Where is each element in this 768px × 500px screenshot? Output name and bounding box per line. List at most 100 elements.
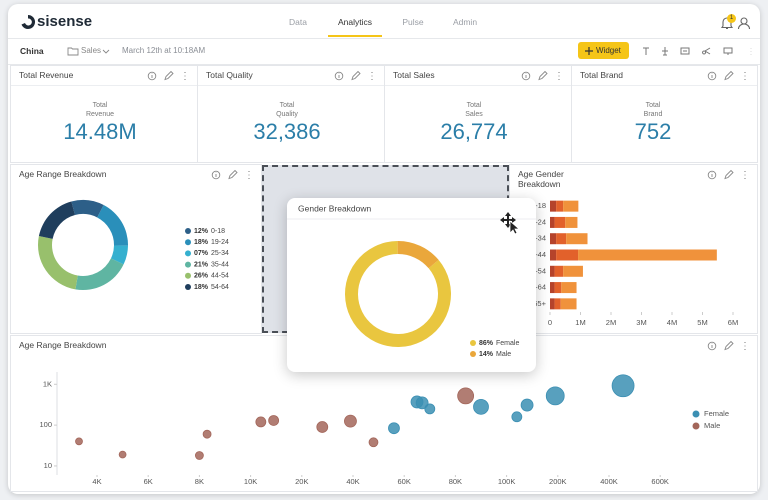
- x-tick-label: 200K: [549, 477, 567, 486]
- legend-swatch: [185, 228, 191, 234]
- bubble[interactable]: [194, 451, 204, 460]
- bubble[interactable]: [520, 398, 534, 412]
- bubble[interactable]: [511, 411, 523, 423]
- toolbar-icon[interactable]: [641, 46, 651, 56]
- widget-actions[interactable]: [211, 169, 257, 181]
- kpi-label: Total: [92, 102, 108, 109]
- edit-icon[interactable]: [351, 70, 361, 81]
- user-icon[interactable]: [737, 16, 751, 30]
- x-tick-label: 4M: [667, 318, 677, 327]
- info-icon[interactable]: [211, 170, 221, 180]
- widget-panel: Total Quality Total Quality 32,386: [197, 65, 385, 163]
- bar-segment: [550, 298, 555, 310]
- nav-tab[interactable]: Admin: [452, 17, 478, 27]
- bubble[interactable]: [118, 450, 127, 459]
- edit-icon[interactable]: [724, 169, 734, 180]
- bubble[interactable]: [545, 386, 565, 406]
- nav-tab[interactable]: Pulse: [402, 17, 424, 27]
- widget-title: Age Range Breakdown: [19, 169, 107, 179]
- widget-title: Total Sales: [393, 70, 435, 80]
- bubble[interactable]: [75, 437, 83, 446]
- legend-label: Female: [496, 340, 519, 347]
- legend-swatch: [692, 410, 700, 418]
- widget-panel: Total Revenue Total Revenue 14.48M: [10, 65, 198, 163]
- x-tick-label: 20K: [295, 477, 308, 486]
- active-tab-underline: [328, 35, 382, 37]
- bar-segment: [554, 265, 564, 277]
- dashboard-name: China: [20, 46, 44, 56]
- info-icon[interactable]: [147, 71, 157, 81]
- legend-label: 19-24: [211, 239, 229, 246]
- info-icon[interactable]: [707, 341, 717, 351]
- folder-icon[interactable]: [67, 46, 79, 56]
- add-widget-button[interactable]: Widget: [578, 42, 629, 59]
- widget-actions[interactable]: [521, 70, 567, 82]
- bubble[interactable]: [457, 387, 475, 405]
- toolbar-icon[interactable]: [680, 46, 690, 56]
- widget-actions[interactable]: [707, 169, 753, 181]
- nav-tab[interactable]: Data: [289, 17, 307, 27]
- bubble[interactable]: [202, 429, 212, 439]
- toolbar-icon[interactable]: [746, 46, 756, 56]
- dragged-widget[interactable]: Gender Breakdown 86% Female 14% Male: [287, 198, 536, 372]
- bubble[interactable]: [473, 398, 489, 415]
- widget-actions[interactable]: [334, 70, 380, 82]
- x-tick-label: 0: [548, 318, 552, 327]
- bubble[interactable]: [316, 421, 329, 433]
- x-tick-label: 60K: [398, 477, 411, 486]
- bubble[interactable]: [368, 437, 379, 448]
- y-tick-label: 10: [44, 461, 52, 470]
- info-icon[interactable]: [707, 170, 717, 180]
- legend-value: 07%: [194, 250, 209, 257]
- toolbar-icon[interactable]: [723, 46, 733, 56]
- legend-value: 86%: [479, 340, 494, 347]
- legend-value: 12%: [194, 228, 209, 235]
- info-icon[interactable]: [707, 71, 717, 81]
- folder: [67, 47, 79, 56]
- widget-title: Total Quality: [206, 70, 253, 80]
- bubble[interactable]: [255, 416, 267, 428]
- legend-swatch: [185, 239, 191, 246]
- toolbar-icon[interactable]: [660, 46, 670, 56]
- logo-mark: [21, 14, 36, 29]
- edit-icon[interactable]: [228, 169, 238, 180]
- bar-segment: [566, 233, 588, 245]
- kpi-label: Revenue: [85, 111, 115, 118]
- widget-actions[interactable]: [707, 340, 753, 352]
- info-icon[interactable]: [334, 71, 344, 81]
- toolbar-icon[interactable]: [702, 46, 712, 56]
- kpi-label: Quality: [276, 111, 298, 118]
- edit-icon[interactable]: [724, 70, 734, 81]
- widget-actions[interactable]: [147, 70, 193, 82]
- legend-swatch: [185, 284, 191, 290]
- edit-icon[interactable]: [724, 340, 734, 351]
- bar-segment: [563, 200, 579, 212]
- donut-segment: [110, 245, 128, 265]
- legend-label: Male: [496, 351, 511, 358]
- bubble[interactable]: [415, 396, 429, 410]
- bubble[interactable]: [388, 422, 400, 435]
- bar-segment: [560, 298, 577, 310]
- bubble[interactable]: [344, 414, 357, 428]
- bar-segment: [561, 282, 577, 294]
- bubble[interactable]: [424, 403, 436, 415]
- legend-swatch: [185, 250, 191, 257]
- bubble[interactable]: [611, 374, 635, 398]
- edit-icon[interactable]: [538, 70, 548, 81]
- x-tick-label: 6K: [144, 477, 153, 486]
- widget-title: Total Brand: [580, 70, 623, 80]
- add-widget-label[interactable]: Widget: [596, 45, 621, 55]
- notification-badge: 1: [727, 14, 736, 23]
- info-icon[interactable]: [521, 71, 531, 81]
- widget-actions[interactable]: [707, 70, 753, 82]
- x-tick-label: 2M: [606, 318, 616, 327]
- edit-icon[interactable]: [164, 70, 174, 81]
- bar-segment: [554, 298, 561, 310]
- bubble[interactable]: [268, 415, 280, 426]
- folder-name[interactable]: Sales: [81, 46, 102, 55]
- kpi-value: 26,774: [440, 119, 508, 144]
- folder-caret[interactable]: [102, 49, 110, 55]
- kpi-value: 32,386: [253, 119, 321, 144]
- nav-tab[interactable]: Analytics: [337, 17, 372, 27]
- header-divider: [8, 38, 760, 39]
